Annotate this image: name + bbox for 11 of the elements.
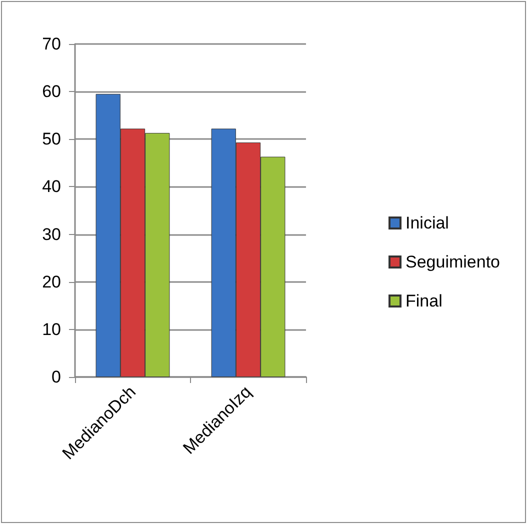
y-tick-label: 10 [42,320,61,339]
y-tick-label: 50 [42,130,61,149]
y-tick-label: 60 [42,82,61,102]
y-tick-label: 20 [42,272,61,292]
y-tick-label: 30 [42,224,61,244]
legend-label: Seguimiento [405,252,500,272]
y-tick-label: 0 [52,368,61,386]
y-tick-label: 70 [42,34,61,54]
legend-label: Inicial [405,214,449,232]
legend-label: Final [405,292,442,310]
y-tick-label: 40 [42,177,61,196]
